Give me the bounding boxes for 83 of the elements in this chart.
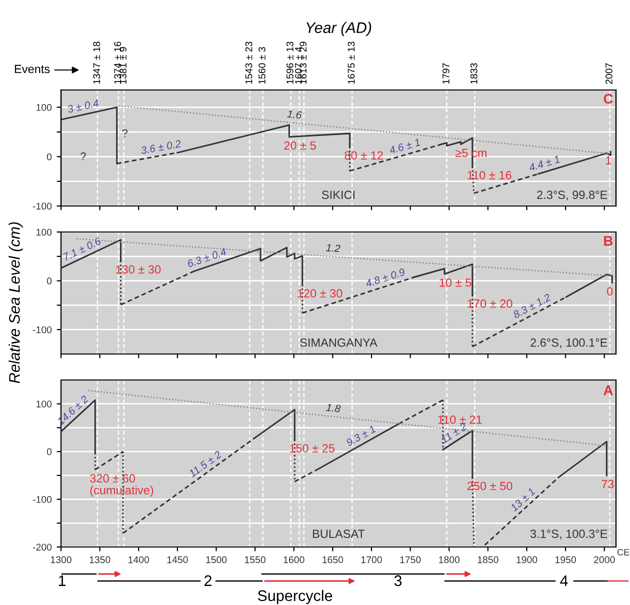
x2-tick-label: 1374 ± 16 [114,42,122,84]
chart-title: B [604,236,613,246]
x-tick-label: 1600 [284,556,304,564]
x-tick-label: 1450 [167,556,188,564]
y-tick-label: -100 [32,326,52,334]
y-tick-label: 0 [46,278,52,284]
annotation: 7.1 ± 0.6 [62,237,102,261]
x-tick-label: 1550 [244,556,266,564]
text: CE [617,549,630,556]
text: 2 [204,575,212,586]
y-axis-title: Relative Sea Level (cm) [8,222,23,384]
text: 1 [58,575,66,586]
annotation: 3.6 ± 0.2 [140,140,182,154]
y-tick-label: 100 [36,228,52,236]
annotation: 0 [607,287,613,296]
annotation: 80 ± 12 [344,151,383,160]
text: 3 [394,575,402,586]
text: Supercycle [258,590,332,604]
x2-tick-label: 1560 ± 3 [258,47,266,84]
annotation: 8.3 ± 1.2 [512,293,552,319]
x2-tick-label: 1797 [442,63,450,84]
annotation: 110 ± 16 [468,170,512,180]
annotation: 73 [602,480,614,488]
y-tick-label: -100 [32,496,52,503]
x2-tick-label: 1607 ± 4 [295,46,302,84]
annotation: 2.6°S, 100.1°E [530,338,608,348]
annotation: ? [80,152,86,160]
x-tick-label: 2000 [594,556,615,564]
x-tick-label: 1900 [516,556,538,564]
annotation: 11.5 ± 2 [188,450,222,478]
y-tick-label: 0 [46,153,52,160]
x-tick-label: 1950 [555,556,576,564]
x2-axis-title: Year (AD) [306,22,372,36]
chart-title: C [604,94,613,104]
annotation: 3.1°S, 100.3°E [530,530,608,540]
annotation: 6.3 ± 0.4 [186,248,227,268]
x2-tick-label: 1543 ± 23 [245,42,252,84]
annotation: 320 ± 60 (cumulative) [90,474,154,497]
x2-tick-label: 2007 [606,63,612,84]
x-tick-label: 1400 [128,556,150,564]
chart-title: A [604,386,613,396]
annotation: 4.8 ± 0.9 [364,268,406,288]
annotation: 170 ± 20 [468,299,512,308]
x-tick-label: 1800 [439,556,460,564]
annotation: 10 ± 5 [440,278,472,287]
x-tick-label: 1500 [206,556,227,564]
annotation: 2.3°S, 99.8°E [537,190,608,200]
annotation: 1.2 [326,244,340,252]
annotation: 1.8 [326,404,341,412]
x-tick-label: 1700 [361,556,382,564]
x2-tick-label: 1381 ± 9 [120,47,126,84]
x-tick-label: 1300 [50,556,72,564]
x2-tick-label: 1347 ± 18 [93,42,100,84]
y-tick-label: 100 [36,400,52,408]
text: Events [14,64,50,74]
annotation: SIKICI [322,190,354,200]
y-tick-label: 0 [46,448,52,456]
annotation: 4.6 ± 1 [388,138,420,154]
annotation: BULASAT [313,530,365,538]
annotation: 130 ± 30 [116,265,161,274]
annotation: 250 ± 50 [467,482,512,490]
y-tick-label: -200 [32,544,52,551]
y-tick-label: 100 [36,104,52,111]
x2-tick-label: 1833 [470,63,478,84]
x-tick-label: 1850 [478,556,498,564]
x2-tick-label: 1596 ± 13 [286,42,294,84]
y-tick-label: -100 [32,202,52,210]
x-tick-label: 1650 [322,556,344,564]
x-tick-label: 1350 [90,556,110,564]
annotation: 1.6 [287,110,302,119]
annotation: 150 ± 25 [290,444,334,452]
x2-tick-label: 1613 ± 29 [300,42,307,84]
annotation: 120 ± 30 [298,289,342,298]
x-tick-label: 1750 [400,556,421,564]
annotation: 1 [606,156,611,164]
annotation: 4.4 ± 1 [528,155,560,172]
annotation: SIMANGANYA [300,338,378,347]
annotation: 20 ± 5 [284,141,316,150]
text: 4 [560,575,568,586]
x2-tick-label: 1675 ± 13 [348,42,355,84]
annotation: ? [122,129,128,137]
annotation: 9.3 ± 1 [346,425,376,447]
annotation: 3 ± 0.4 [66,99,99,114]
